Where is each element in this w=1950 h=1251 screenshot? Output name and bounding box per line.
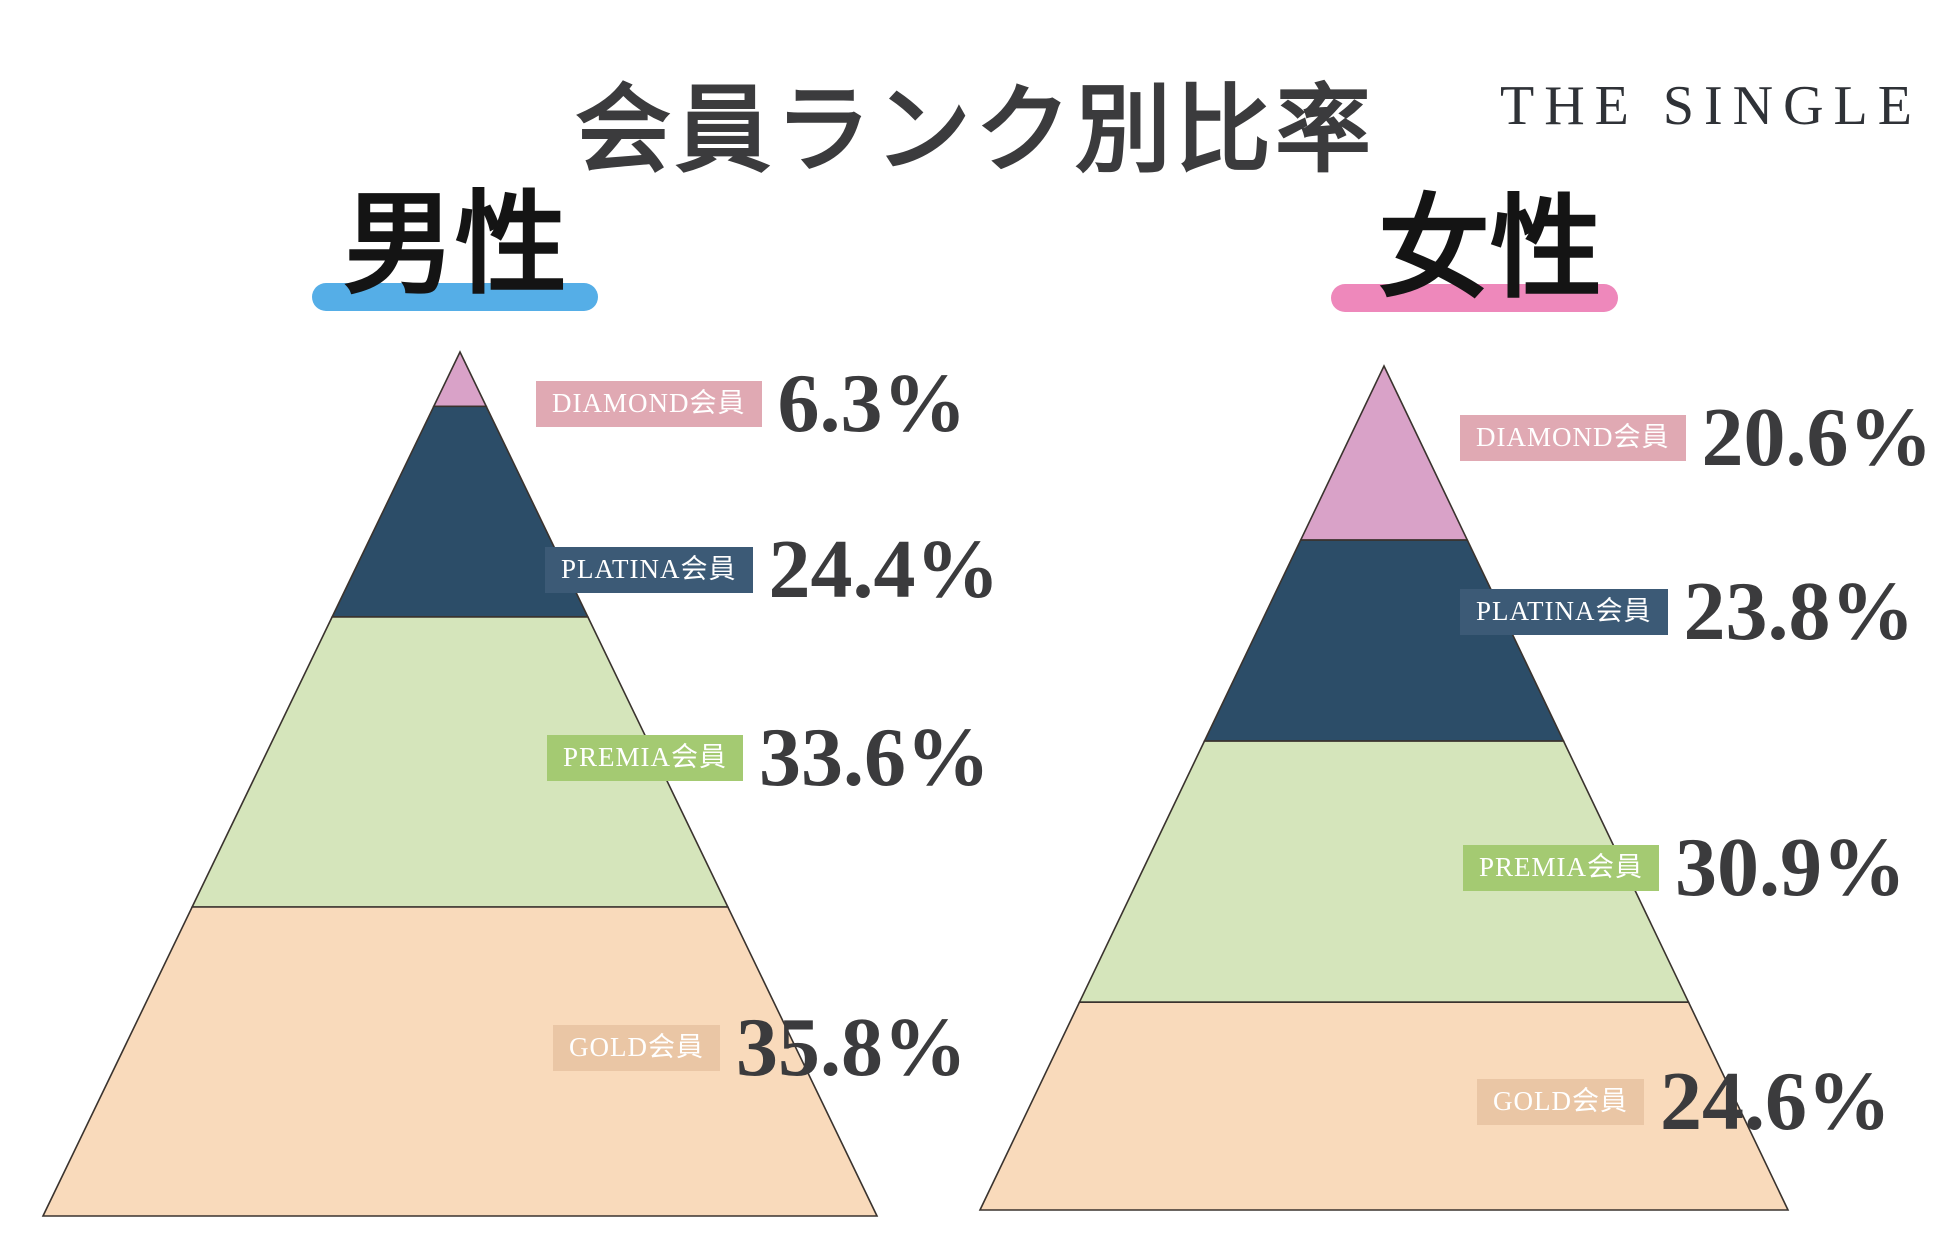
brand-logo: THE SINGLE: [1500, 75, 1922, 137]
women-diamond-label: DIAMOND会員: [1460, 415, 1686, 461]
men-platina-value: 24.4%: [768, 523, 1000, 616]
men-premia-row: PREMIA会員 33.6%: [547, 716, 990, 800]
women-pyramid-segment-3: [978, 1001, 1790, 1211]
women-premia-value: 30.9%: [1675, 821, 1907, 914]
men-pyramid-segment-3: [41, 906, 879, 1217]
women-heading: 女性: [1378, 188, 1602, 312]
women-platina-label: PLATINA会員: [1460, 589, 1668, 635]
page-title: 会員ランク別比率: [575, 77, 1375, 184]
women-gold-label: GOLD会員: [1477, 1079, 1644, 1125]
women-premia-row: PREMIA会員 30.9%: [1463, 826, 1906, 910]
men-diamond-value: 6.3%: [777, 357, 967, 450]
women-platina-value: 23.8%: [1683, 565, 1915, 658]
men-pyramid-segment-0: [432, 350, 488, 408]
men-gold-value: 35.8%: [736, 1001, 967, 1094]
women-premia-label: PREMIA会員: [1463, 845, 1660, 891]
women-heading-underline: [1331, 284, 1618, 312]
women-diamond-row: DIAMOND会員 20.6%: [1460, 396, 1933, 480]
women-gold-row: GOLD会員 24.6%: [1477, 1060, 1891, 1144]
men-gold-label: GOLD会員: [553, 1025, 720, 1071]
men-diamond-label: DIAMOND会員: [536, 381, 762, 427]
women-pyramid-segment-0: [1299, 364, 1469, 541]
men-platina-label: PLATINA会員: [545, 547, 753, 593]
men-heading-underline: [312, 283, 598, 311]
women-platina-row: PLATINA会員 23.8%: [1460, 570, 1915, 654]
men-platina-row: PLATINA会員 24.4%: [545, 528, 1000, 612]
men-diamond-row: DIAMOND会員 6.3%: [536, 362, 967, 446]
women-diamond-value: 20.6%: [1701, 391, 1933, 484]
men-gold-row: GOLD会員 35.8%: [553, 1006, 967, 1090]
men-premia-value: 33.6%: [759, 711, 991, 804]
men-heading: 男性: [343, 184, 567, 308]
men-premia-label: PREMIA会員: [547, 735, 744, 781]
women-gold-value: 24.6%: [1660, 1055, 1891, 1148]
